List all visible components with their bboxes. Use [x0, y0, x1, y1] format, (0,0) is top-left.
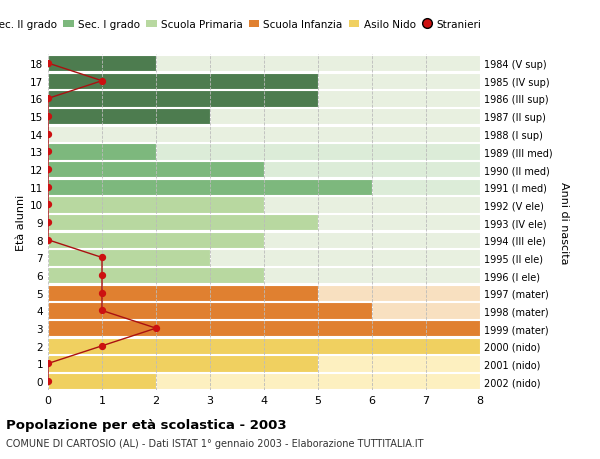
- Text: COMUNE DI CARTOSIO (AL) - Dati ISTAT 1° gennaio 2003 - Elaborazione TUTTITALIA.I: COMUNE DI CARTOSIO (AL) - Dati ISTAT 1° …: [6, 438, 424, 448]
- Point: [43, 60, 53, 67]
- Point: [43, 219, 53, 226]
- Bar: [48, 285, 480, 301]
- Bar: [48, 109, 480, 125]
- Bar: [48, 250, 480, 266]
- Point: [43, 148, 53, 156]
- Bar: [48, 91, 480, 107]
- Point: [97, 307, 107, 314]
- Point: [43, 236, 53, 244]
- Bar: [48, 91, 318, 107]
- Bar: [48, 73, 318, 90]
- Bar: [48, 268, 264, 284]
- Bar: [48, 109, 210, 125]
- Bar: [48, 268, 480, 284]
- Bar: [48, 250, 210, 266]
- Bar: [48, 73, 480, 90]
- Point: [43, 184, 53, 191]
- Bar: [48, 179, 480, 196]
- Bar: [48, 214, 318, 231]
- Point: [43, 360, 53, 367]
- Bar: [48, 56, 156, 72]
- Point: [43, 131, 53, 138]
- Point: [43, 202, 53, 209]
- Bar: [48, 126, 480, 143]
- Text: Popolazione per età scolastica - 2003: Popolazione per età scolastica - 2003: [6, 418, 287, 431]
- Legend: Sec. II grado, Sec. I grado, Scuola Primaria, Scuola Infanzia, Asilo Nido, Stran: Sec. II grado, Sec. I grado, Scuola Prim…: [0, 20, 481, 30]
- Bar: [48, 162, 264, 178]
- Point: [97, 272, 107, 279]
- Bar: [48, 356, 480, 372]
- Point: [97, 254, 107, 262]
- Bar: [48, 320, 480, 336]
- Point: [43, 113, 53, 120]
- Bar: [48, 302, 372, 319]
- Bar: [48, 214, 480, 231]
- Bar: [48, 144, 156, 160]
- Bar: [48, 285, 318, 301]
- Bar: [48, 144, 480, 160]
- Point: [43, 378, 53, 385]
- Bar: [48, 179, 372, 196]
- Point: [97, 78, 107, 85]
- Bar: [48, 338, 480, 354]
- Point: [97, 342, 107, 350]
- Point: [97, 290, 107, 297]
- Bar: [48, 232, 480, 248]
- Point: [151, 325, 161, 332]
- Bar: [48, 56, 480, 72]
- Bar: [48, 197, 480, 213]
- Bar: [48, 232, 264, 248]
- Bar: [48, 302, 480, 319]
- Bar: [48, 197, 264, 213]
- Bar: [48, 373, 156, 389]
- Bar: [48, 356, 318, 372]
- Bar: [48, 338, 480, 354]
- Bar: [48, 162, 480, 178]
- Y-axis label: Età alunni: Età alunni: [16, 195, 26, 251]
- Point: [43, 95, 53, 103]
- Y-axis label: Anni di nascita: Anni di nascita: [559, 181, 569, 264]
- Bar: [48, 373, 480, 389]
- Point: [43, 166, 53, 174]
- Bar: [48, 320, 480, 336]
